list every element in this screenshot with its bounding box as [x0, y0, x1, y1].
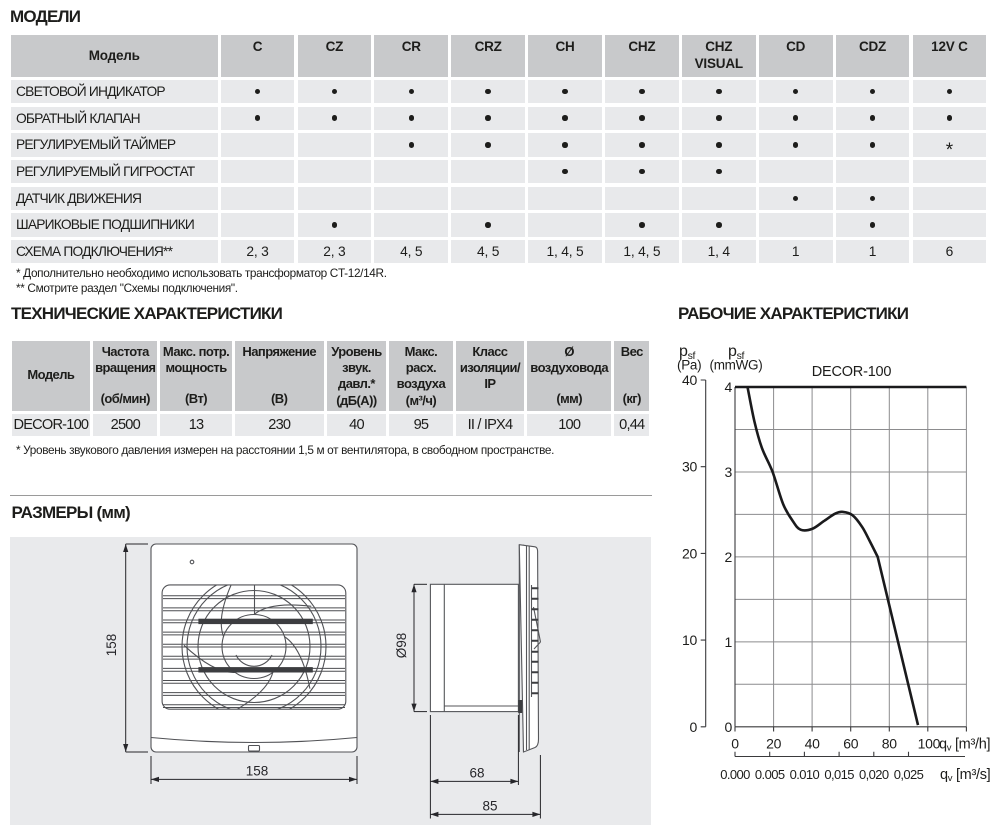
svg-text:(mmWG): (mmWG) — [710, 358, 763, 373]
svg-text:0,025: 0,025 — [894, 767, 924, 782]
svg-text:158: 158 — [104, 634, 119, 657]
svg-text:0,015: 0,015 — [824, 767, 854, 782]
svg-text:0: 0 — [731, 736, 739, 752]
svg-text:0: 0 — [725, 719, 733, 735]
svg-text:(Pa): (Pa) — [677, 358, 701, 373]
svg-text:158: 158 — [246, 764, 269, 779]
svg-text:80: 80 — [882, 736, 897, 752]
svg-text:3: 3 — [725, 464, 733, 480]
svg-text:20: 20 — [766, 736, 781, 752]
svg-text:20: 20 — [682, 545, 697, 561]
svg-text:60: 60 — [843, 736, 858, 752]
svg-text:0: 0 — [690, 719, 698, 735]
svg-text:10: 10 — [682, 632, 697, 648]
svg-text:0,020: 0,020 — [859, 767, 889, 782]
svg-text:1: 1 — [725, 634, 733, 650]
svg-text:2: 2 — [725, 549, 733, 565]
svg-text:4: 4 — [725, 379, 733, 395]
svg-text:100: 100 — [918, 736, 941, 752]
svg-text:40: 40 — [805, 736, 820, 752]
svg-text:0.000: 0.000 — [720, 767, 750, 782]
svg-text:qv [m³/h]: qv [m³/h] — [939, 737, 990, 754]
svg-text:85: 85 — [482, 799, 497, 814]
svg-text:DECOR-100: DECOR-100 — [812, 364, 892, 380]
svg-text:40: 40 — [682, 372, 697, 388]
svg-text:0.010: 0.010 — [790, 767, 820, 782]
svg-text:qv [m³/s]: qv [m³/s] — [940, 767, 990, 784]
svg-text:0.005: 0.005 — [755, 767, 785, 782]
svg-text:68: 68 — [469, 766, 484, 781]
svg-text:30: 30 — [682, 459, 697, 475]
svg-text:Ø98: Ø98 — [394, 633, 409, 659]
